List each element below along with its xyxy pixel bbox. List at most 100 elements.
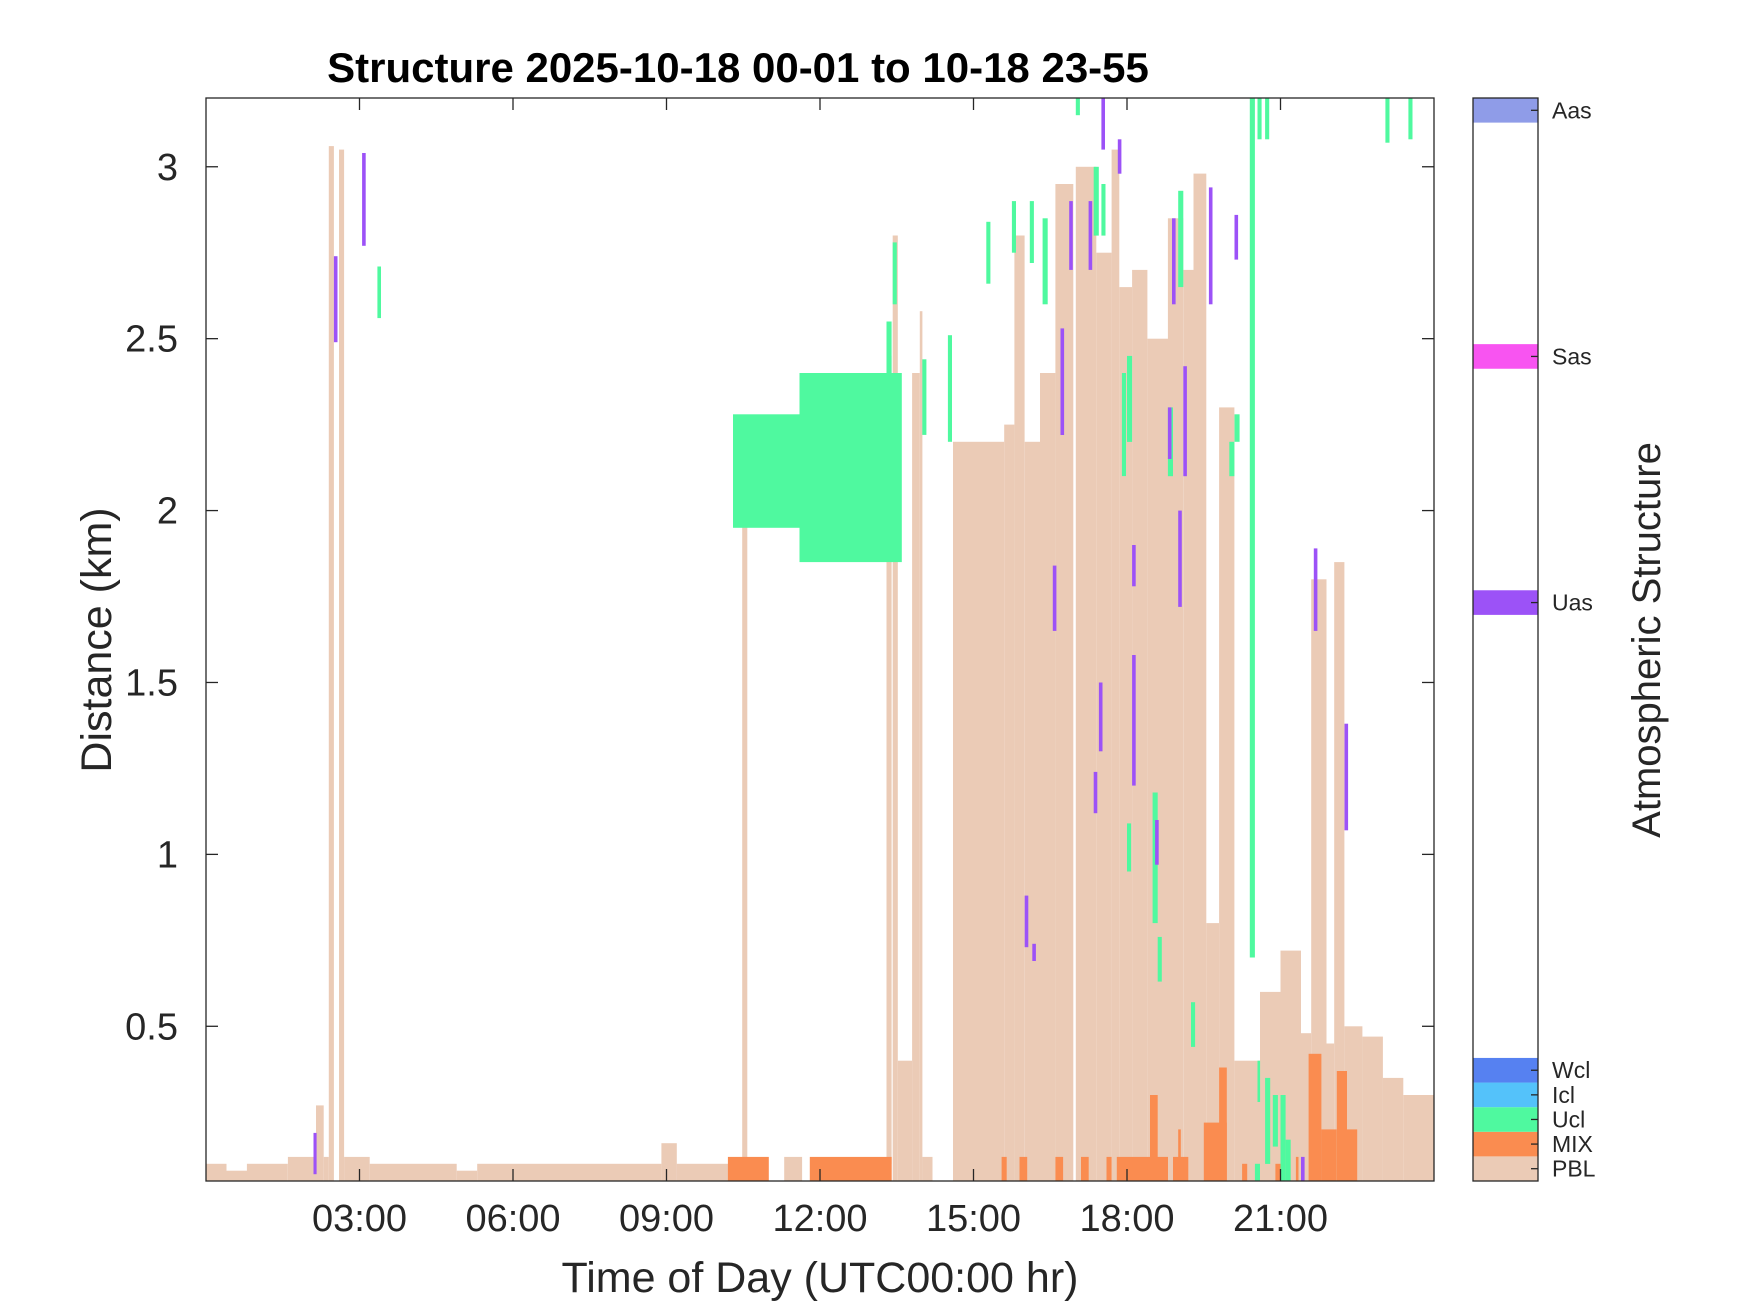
cell-pbl	[784, 1156, 803, 1181]
cell-pbl	[1362, 1036, 1383, 1181]
x-tick-label: 15:00	[926, 1198, 1021, 1240]
colorbar-label-icl: Icl	[1552, 1082, 1575, 1108]
cell-ucl	[1265, 98, 1270, 140]
cell-ucl	[1408, 98, 1413, 140]
y-tick-label: 2	[157, 491, 178, 533]
cell-pbl	[1206, 923, 1220, 1181]
cell-pbl	[1382, 1077, 1404, 1181]
colorbar-label-uas: Uas	[1552, 590, 1593, 616]
cell-uas	[1155, 820, 1159, 865]
cell-pbl	[1147, 338, 1168, 1181]
cell-pbl	[1132, 269, 1148, 1181]
cell-pbl	[1055, 184, 1074, 1181]
cell-ucl	[1093, 166, 1099, 236]
x-tick-label: 03:00	[312, 1198, 407, 1240]
cell-uas	[1132, 545, 1136, 587]
colorbar-label-aas: Aas	[1552, 97, 1592, 123]
cell-pbl	[1024, 441, 1041, 1181]
cell-pbl	[323, 1156, 329, 1181]
cell-pbl	[328, 146, 334, 1182]
cell-pbl	[1193, 173, 1207, 1182]
cell-pbl	[676, 1163, 733, 1181]
cell-pbl	[1334, 562, 1345, 1181]
x-tick-label: 06:00	[465, 1198, 560, 1240]
cell-uas	[1098, 682, 1103, 752]
cell-mix	[1347, 1129, 1358, 1181]
cell-pbl	[661, 1143, 677, 1181]
cell-uas	[1313, 548, 1318, 631]
y-tick-label: 1.5	[125, 662, 178, 704]
cell-ucl	[1029, 201, 1034, 263]
colorbar-swatch-uas	[1473, 590, 1538, 615]
cell-pbl	[742, 493, 748, 1164]
y-tick-label: 2.5	[125, 319, 178, 361]
cell-ucl	[799, 373, 902, 563]
y-axis: 0.5 1 1.5 2 2.5 3	[125, 147, 1434, 1048]
colorbar-background	[1473, 98, 1538, 1181]
cell-uas	[1024, 895, 1029, 948]
cell-uas	[1101, 98, 1105, 150]
cell-mix	[1019, 1156, 1028, 1181]
cell-pbl	[1403, 1095, 1434, 1181]
series-uas	[313, 98, 1349, 1181]
cell-pbl	[456, 1170, 478, 1181]
cell-pbl	[919, 311, 923, 1181]
cell-mix	[1178, 1129, 1181, 1181]
cell-ucl	[1385, 98, 1390, 143]
cell-pbl	[1167, 218, 1184, 1182]
cell-pbl	[1280, 950, 1301, 1181]
cell-pbl	[206, 1163, 227, 1181]
cell-ucl	[1127, 355, 1133, 442]
cell-mix	[1106, 1156, 1112, 1181]
colorbar-label-pbl: PBL	[1552, 1156, 1596, 1182]
series-ucl	[733, 373, 902, 563]
cell-uas	[1132, 655, 1136, 786]
cell-mix	[1308, 1053, 1322, 1181]
series-pbl	[206, 146, 1434, 1182]
x-tick-label: 12:00	[772, 1198, 867, 1240]
colorbar-swatch-ucl	[1473, 1107, 1538, 1132]
cell-ucl	[1272, 1095, 1278, 1147]
colorbar-swatch-icl	[1473, 1082, 1538, 1108]
cell-mix	[1150, 1095, 1158, 1181]
cell-ucl	[1042, 218, 1048, 305]
cell-mix	[1081, 1156, 1089, 1181]
cell-mix	[1275, 1163, 1281, 1181]
cell-uas	[333, 256, 338, 343]
colorbar-swatch-wcl	[1473, 1057, 1538, 1083]
cell-uas	[1088, 201, 1093, 270]
cell-ucl	[1249, 98, 1255, 958]
cell-ucl	[377, 266, 381, 319]
cell-uas	[1178, 510, 1182, 607]
cell-mix	[1336, 1071, 1347, 1181]
cell-uas	[1052, 565, 1057, 631]
series-mix	[727, 1053, 1358, 1181]
cell-uas	[1032, 943, 1036, 961]
cell-ucl	[892, 242, 897, 305]
plot-area: 03:00 06:00 09:00 12:00 15:00 18:00 21:00 0.5 1…	[125, 97, 1435, 1240]
cell-pbl	[339, 149, 345, 1182]
x-axis: 03:00 06:00 09:00 12:00 15:00 18:00 21:00	[312, 98, 1328, 1240]
cell-ucl	[1234, 414, 1240, 442]
cell-mix	[1055, 1156, 1064, 1181]
cell-pbl	[316, 1105, 324, 1181]
x-tick-label: 18:00	[1079, 1198, 1174, 1240]
cell-ucl	[1157, 936, 1162, 982]
cell-uas	[1301, 1156, 1305, 1181]
cell-pbl	[1111, 149, 1120, 1182]
cell-mix	[1116, 1156, 1168, 1181]
colorbar-swatch-mix	[1473, 1131, 1538, 1157]
cell-uas	[1208, 187, 1213, 305]
colorbar-label-mix: MIX	[1552, 1131, 1593, 1157]
cell-mix	[1242, 1163, 1248, 1181]
cell-ucl	[1011, 201, 1016, 253]
x-tick-label: 09:00	[619, 1198, 714, 1240]
cell-pbl	[1014, 235, 1025, 1181]
cell-pbl	[1260, 991, 1281, 1181]
cell-mix	[1295, 1156, 1299, 1181]
cell-ucl	[1191, 1002, 1196, 1047]
cell-ucl	[1121, 373, 1126, 477]
chart-title: Structure 2025-10-18 00-01 to 10-18 23-5…	[327, 44, 1149, 91]
cell-uas	[1183, 366, 1187, 477]
